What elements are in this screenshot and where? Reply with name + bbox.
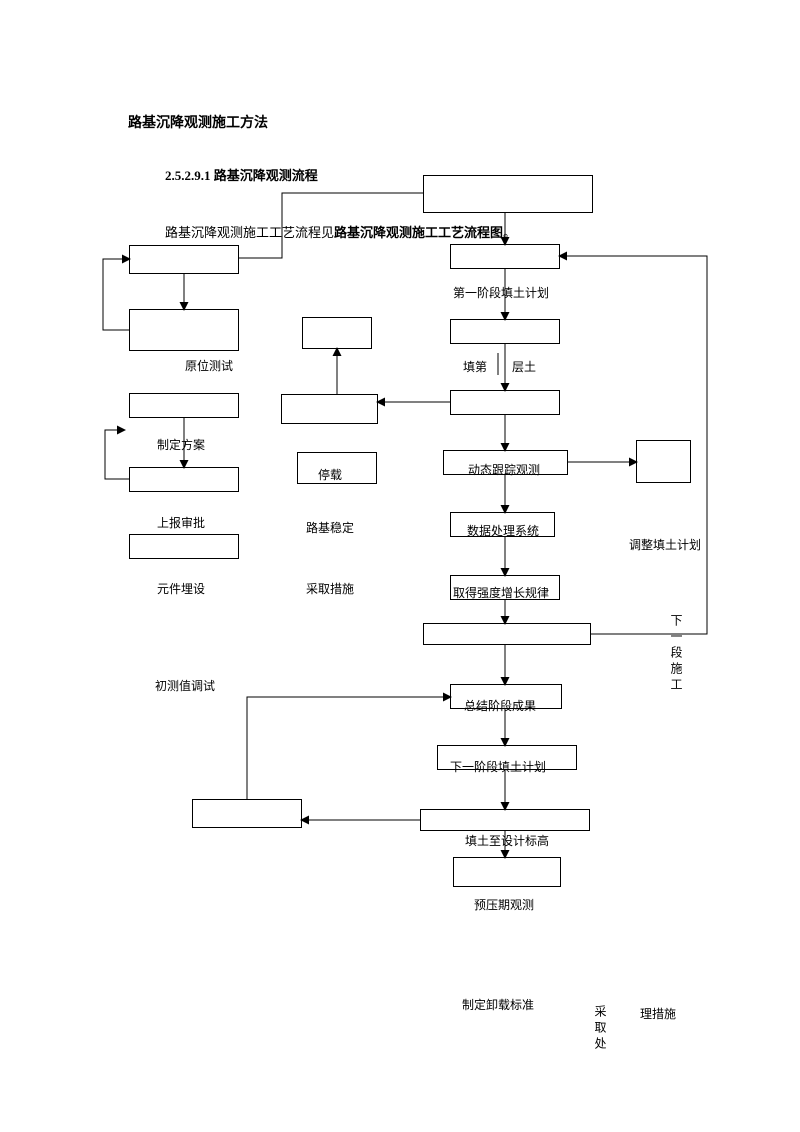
label-unload-std: 制定卸载标准: [462, 996, 534, 1013]
box-left-5: [129, 534, 239, 559]
box-right-2: [450, 319, 560, 344]
label-take-vertical: 采取处: [592, 1005, 609, 1053]
label-take-measure: 采取措施: [306, 580, 354, 597]
section-heading: 2.5.2.9.1 路基沉降观测流程: [165, 165, 318, 184]
box-left-1: [129, 245, 239, 274]
box-right-10-wide: [420, 809, 590, 831]
box-right-7-wide: [423, 623, 591, 645]
intro-bold: 路基沉降观测施工工艺流程图: [334, 225, 503, 240]
label-measure-handle: 理措施: [640, 1005, 676, 1022]
label-approve: 上报审批: [157, 514, 205, 531]
label-phase1-plan: 第一阶段填土计划: [453, 284, 549, 301]
label-data-sys: 数据处理系统: [467, 522, 539, 539]
box-right-3: [450, 390, 560, 415]
page: 路基沉降观测施工方法 2.5.2.9.1 路基沉降观测流程 路基沉降观测施工工艺…: [0, 0, 800, 1132]
section-number: 2.5.2.9.1: [165, 168, 211, 183]
intro-plain: 路基沉降观测施工工艺流程见: [165, 225, 334, 240]
box-left-lower: [192, 799, 302, 828]
box-right-1: [450, 244, 560, 269]
box-far-right: [636, 440, 691, 483]
label-plan: 制定方案: [157, 436, 205, 453]
box-left-2: [129, 309, 239, 351]
box-left-4: [129, 467, 239, 492]
label-stop-load: 停载: [318, 466, 342, 483]
box-left-3: [129, 393, 239, 418]
label-stage-result: 总结阶段成果: [464, 697, 536, 714]
box-right-11: [453, 857, 561, 887]
box-mid-mid: [281, 394, 378, 424]
label-strength-rule: 取得强度增长规律: [453, 584, 549, 601]
section-title: 路基沉降观测流程: [214, 168, 318, 183]
label-calibrate: 初测值调试: [155, 677, 215, 694]
doc-title: 路基沉降观测施工方法: [128, 112, 268, 132]
label-in-situ: 原位测试: [185, 357, 233, 374]
label-dyn-track: 动态跟踪观测: [468, 461, 540, 478]
label-fill-layer-a: 填第: [463, 358, 487, 375]
flowchart-arrows: [0, 0, 800, 1132]
label-embed: 元件埋设: [157, 580, 205, 597]
label-fill-layer-b: 层土: [512, 358, 536, 375]
label-adjust-plan: 调整填土计划: [625, 537, 705, 554]
label-next-phase-plan: 下一阶段填土计划: [450, 758, 546, 775]
label-preload-obs: 预压期观测: [474, 896, 534, 913]
intro-period: 。: [503, 225, 516, 240]
intro-text: 路基沉降观测施工工艺流程见路基沉降观测施工工艺流程图。: [165, 222, 516, 241]
label-subgrade-stable: 路基稳定: [306, 519, 354, 536]
label-next-section-vertical: 下一段施工: [668, 614, 685, 694]
box-mid-top: [302, 317, 372, 349]
label-fill-to-elev: 填土至设计标高: [465, 832, 549, 849]
box-top-blank: [423, 175, 593, 213]
